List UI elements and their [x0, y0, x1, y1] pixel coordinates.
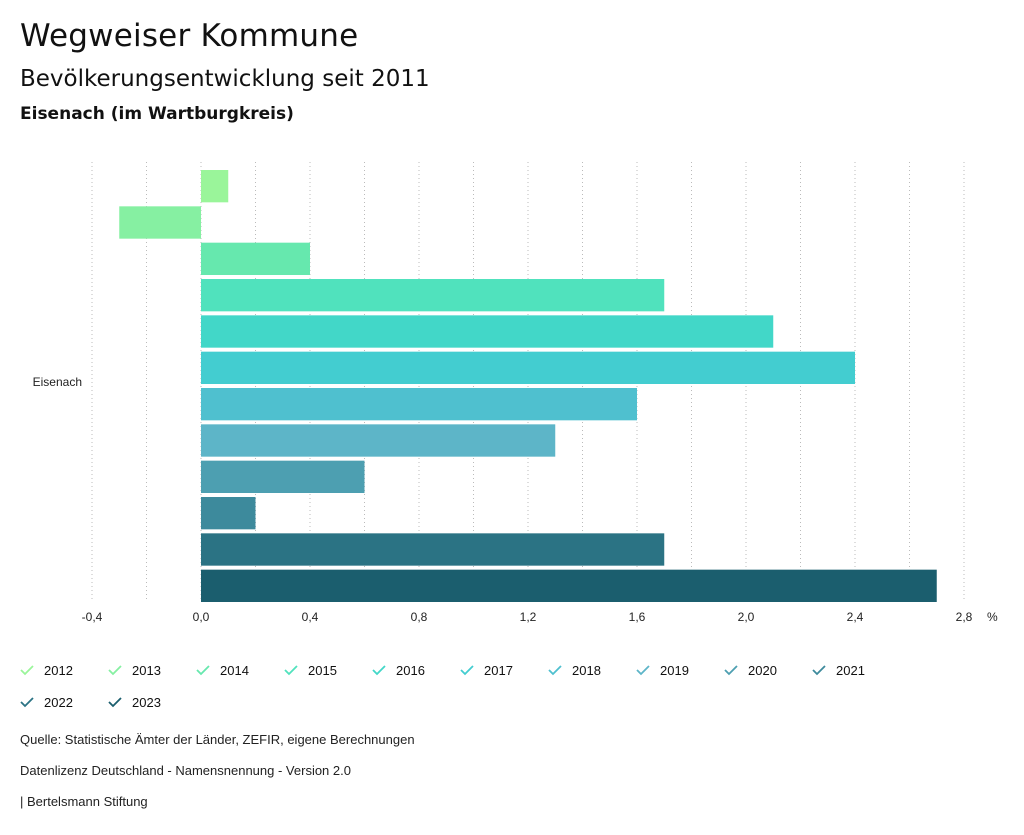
legend-label: 2012: [44, 662, 73, 678]
legend-item-2020[interactable]: 2020: [724, 660, 777, 680]
legend-label: 2022: [44, 694, 73, 710]
legend-item-2012[interactable]: 2012: [20, 660, 73, 680]
legend-item-2021[interactable]: 2021: [812, 660, 865, 680]
x-tick-label: 2,8: [956, 610, 973, 624]
legend-item-2019[interactable]: 2019: [636, 660, 689, 680]
x-tick-label: 1,2: [520, 610, 537, 624]
category-label: Eisenach: [33, 375, 82, 389]
bar-2019: [201, 424, 556, 457]
license-note: Datenlizenz Deutschland - Namensnennung …: [20, 763, 351, 778]
x-tick-label: 0,0: [193, 610, 210, 624]
check-icon: [196, 665, 210, 676]
bar-2023: [201, 569, 937, 602]
legend-label: 2016: [396, 662, 425, 678]
chart-subtitle: Bevölkerungsentwicklung seit 2011: [20, 66, 430, 92]
bar-2012: [201, 170, 229, 203]
x-tick-label: 2,0: [738, 610, 755, 624]
bar-chart: -0,4 0,0 0,4 0,8 1,2 1,6 2,0 2,4 2,8 % Eisenach: [33, 162, 998, 624]
bar-2015: [201, 279, 665, 312]
x-tick-label: 1,6: [629, 610, 646, 624]
x-tick-label: 2,4: [847, 610, 864, 624]
region-label: Eisenach (im Wartburgkreis): [20, 104, 294, 124]
bar-2020: [201, 460, 365, 493]
legend-label: 2021: [836, 662, 865, 678]
x-tick-label: -0,4: [82, 610, 103, 624]
legend-label: 2019: [660, 662, 689, 678]
legend-item-2016[interactable]: 2016: [372, 660, 425, 680]
bar-2021: [201, 497, 256, 530]
legend-item-2013[interactable]: 2013: [108, 660, 161, 680]
check-icon: [812, 665, 826, 676]
check-icon: [108, 697, 122, 708]
check-icon: [20, 665, 34, 676]
check-icon: [284, 665, 298, 676]
legend-item-2015[interactable]: 2015: [284, 660, 337, 680]
check-icon: [20, 697, 34, 708]
legend-item-2017[interactable]: 2017: [460, 660, 513, 680]
source-note: Quelle: Statistische Ämter der Länder, Z…: [20, 732, 415, 747]
check-icon: [108, 665, 122, 676]
legend-label: 2017: [484, 662, 513, 678]
legend-label: 2018: [572, 662, 601, 678]
legend-label: 2013: [132, 662, 161, 678]
page-title: Wegweiser Kommune: [20, 18, 359, 54]
legend-item-2018[interactable]: 2018: [548, 660, 601, 680]
legend-label: 2023: [132, 694, 161, 710]
check-icon: [372, 665, 386, 676]
publisher-note: | Bertelsmann Stiftung: [20, 794, 148, 809]
check-icon: [548, 665, 562, 676]
bar-2022: [201, 533, 665, 566]
check-icon: [724, 665, 738, 676]
x-tick-label: 0,4: [302, 610, 319, 624]
legend-label: 2015: [308, 662, 337, 678]
bar-2013: [119, 206, 201, 239]
legend-label: 2014: [220, 662, 249, 678]
legend-item-2014[interactable]: 2014: [196, 660, 249, 680]
check-icon: [636, 665, 650, 676]
bar-2017: [201, 351, 855, 384]
x-unit-label: %: [987, 610, 998, 624]
check-icon: [460, 665, 474, 676]
x-tick-label: 0,8: [411, 610, 428, 624]
legend-label: 2020: [748, 662, 777, 678]
legend-item-2022[interactable]: 2022: [20, 692, 73, 712]
legend-item-2023[interactable]: 2023: [108, 692, 161, 712]
bar-2014: [201, 242, 310, 275]
bar-2018: [201, 388, 637, 421]
bar-2016: [201, 315, 774, 348]
